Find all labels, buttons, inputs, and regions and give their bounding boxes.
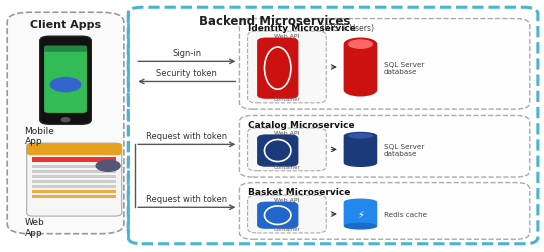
Text: Client Apps: Client Apps (30, 19, 101, 29)
Text: Mobile
App: Mobile App (24, 126, 54, 145)
FancyBboxPatch shape (27, 144, 122, 155)
FancyBboxPatch shape (239, 183, 530, 239)
Text: Catalog Microservice: Catalog Microservice (248, 120, 354, 130)
Text: Sign-in: Sign-in (172, 49, 201, 57)
Ellipse shape (344, 160, 378, 167)
Text: Web
App: Web App (24, 217, 44, 237)
Circle shape (51, 78, 81, 92)
Text: Basket Microservice: Basket Microservice (248, 187, 350, 196)
Text: Backend Microservices: Backend Microservices (199, 14, 350, 27)
FancyBboxPatch shape (32, 185, 116, 189)
FancyBboxPatch shape (32, 175, 116, 179)
Text: Container: Container (274, 165, 300, 170)
Text: Request with token: Request with token (146, 194, 227, 203)
FancyBboxPatch shape (32, 191, 116, 194)
Text: Container: Container (274, 227, 300, 232)
Text: ⚡: ⚡ (357, 209, 364, 219)
Text: (STS + Users): (STS + Users) (319, 24, 374, 33)
Circle shape (96, 161, 120, 172)
FancyBboxPatch shape (239, 116, 530, 177)
FancyBboxPatch shape (44, 46, 87, 53)
FancyBboxPatch shape (257, 202, 298, 229)
FancyBboxPatch shape (344, 136, 378, 163)
Text: Web API: Web API (274, 34, 300, 39)
Text: SQL Server
database: SQL Server database (384, 61, 424, 74)
Ellipse shape (344, 132, 378, 140)
Ellipse shape (348, 40, 373, 50)
Text: Web API: Web API (274, 131, 300, 136)
FancyBboxPatch shape (27, 144, 122, 216)
FancyBboxPatch shape (32, 158, 116, 162)
FancyBboxPatch shape (239, 19, 530, 110)
FancyBboxPatch shape (40, 37, 91, 125)
FancyBboxPatch shape (257, 135, 298, 167)
FancyBboxPatch shape (32, 180, 116, 184)
Text: Container: Container (274, 97, 300, 102)
Text: Identity Microservice: Identity Microservice (248, 24, 355, 33)
Text: Web API: Web API (274, 197, 300, 202)
Text: Request with token: Request with token (146, 131, 227, 140)
FancyBboxPatch shape (257, 39, 298, 99)
Ellipse shape (344, 199, 378, 206)
FancyBboxPatch shape (248, 195, 326, 233)
FancyBboxPatch shape (248, 32, 326, 103)
Ellipse shape (344, 38, 378, 51)
FancyBboxPatch shape (344, 202, 378, 226)
Ellipse shape (344, 84, 378, 97)
FancyBboxPatch shape (32, 170, 116, 174)
FancyBboxPatch shape (7, 13, 124, 234)
Text: Redis cache: Redis cache (384, 211, 427, 217)
Circle shape (61, 118, 70, 122)
FancyBboxPatch shape (44, 48, 87, 113)
Ellipse shape (348, 133, 373, 139)
FancyBboxPatch shape (32, 165, 116, 169)
FancyBboxPatch shape (248, 129, 326, 171)
FancyBboxPatch shape (32, 195, 116, 199)
Text: SQL Server
database: SQL Server database (384, 143, 424, 156)
FancyBboxPatch shape (344, 45, 378, 90)
Ellipse shape (344, 223, 378, 230)
Text: Security token: Security token (156, 69, 217, 78)
